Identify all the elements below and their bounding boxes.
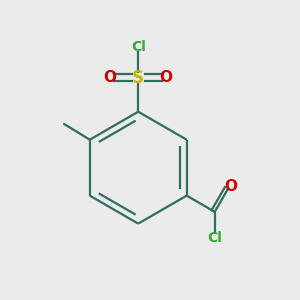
Text: Cl: Cl — [131, 40, 146, 54]
Text: Cl: Cl — [207, 231, 222, 245]
Text: O: O — [160, 70, 173, 86]
Text: O: O — [224, 179, 237, 194]
Text: O: O — [104, 70, 117, 86]
Text: S: S — [132, 69, 144, 87]
